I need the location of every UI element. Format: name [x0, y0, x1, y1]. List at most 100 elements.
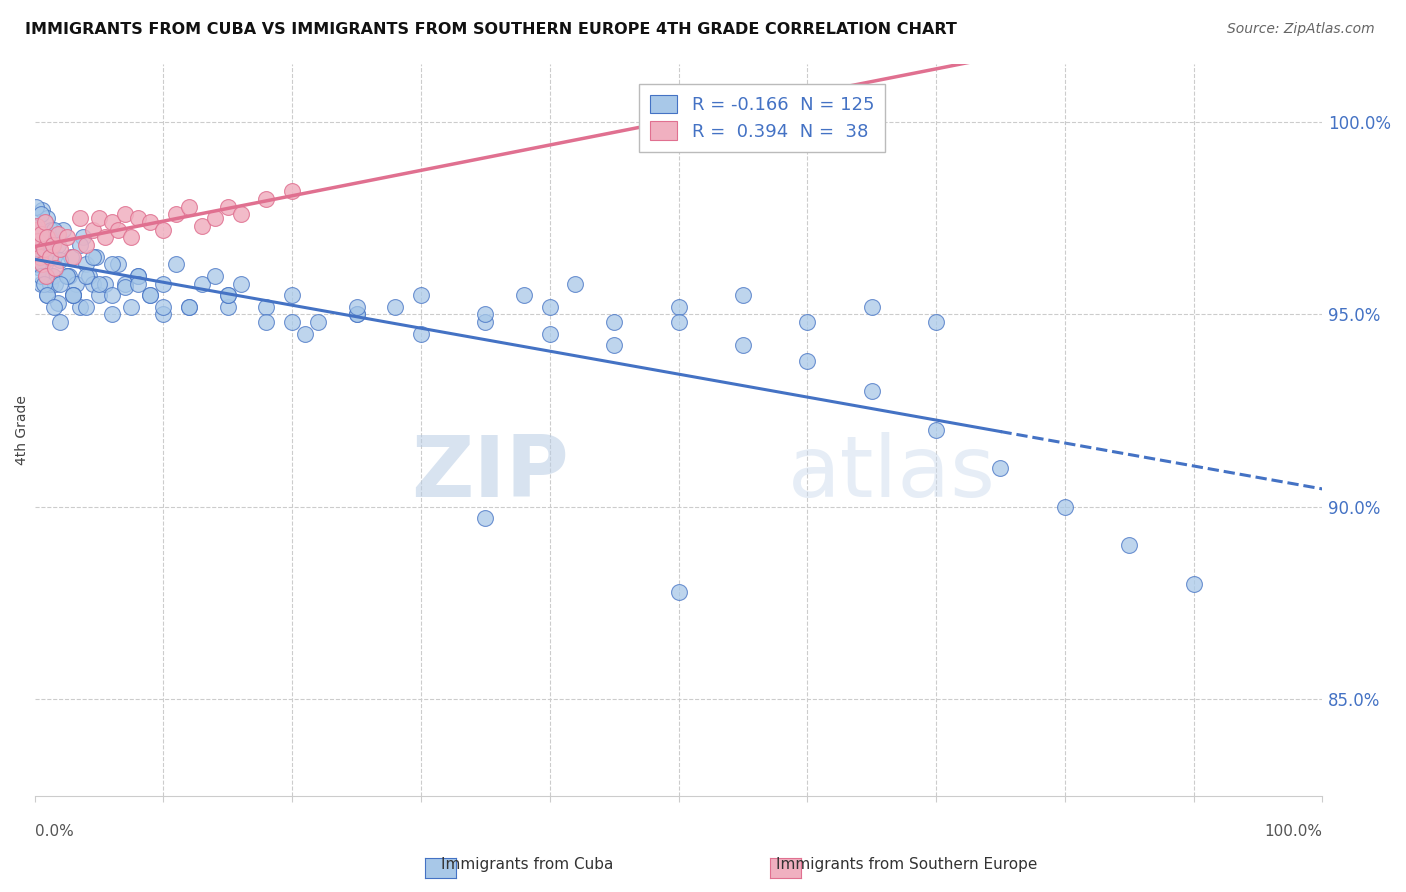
Point [27, 242, 49, 256]
Point [177, 300, 200, 314]
Point [538, 326, 561, 341]
Point [39, 250, 62, 264]
Point [346, 300, 368, 314]
Point [72, 230, 94, 244]
Point [35, 268, 58, 283]
Point [24, 222, 46, 236]
Point [82, 222, 104, 236]
Point [165, 207, 187, 221]
Point [34, 215, 56, 229]
Point [87, 211, 110, 226]
Point [281, 315, 304, 329]
Point [24, 200, 46, 214]
Point [281, 184, 304, 198]
Point [27, 250, 49, 264]
Point [217, 300, 239, 314]
Point [75, 238, 97, 252]
Point [254, 192, 277, 206]
Point [27, 257, 49, 271]
Point [384, 300, 406, 314]
Point [94, 230, 117, 244]
Point [101, 307, 124, 321]
Point [37, 230, 59, 244]
Point [30, 268, 52, 283]
Point [346, 307, 368, 321]
Point [107, 257, 129, 271]
Point [30, 277, 52, 291]
Point [603, 315, 626, 329]
Point [62, 288, 84, 302]
Point [62, 250, 84, 264]
Point [1182, 577, 1205, 591]
Point [69, 238, 91, 252]
Point [152, 307, 174, 321]
Point [127, 268, 149, 283]
Point [94, 277, 117, 291]
Point [731, 338, 754, 352]
Point [127, 268, 149, 283]
Point [87, 277, 110, 291]
Point [307, 315, 329, 329]
Point [65, 277, 87, 291]
Point [86, 250, 108, 264]
Point [27, 234, 49, 248]
Point [25, 227, 48, 241]
Point [152, 277, 174, 291]
Point [603, 338, 626, 352]
Point [114, 207, 136, 221]
Point [101, 257, 124, 271]
Point [668, 300, 690, 314]
Point [82, 250, 104, 264]
Point [31, 203, 53, 218]
Y-axis label: 4th Grade: 4th Grade [15, 395, 30, 465]
Point [474, 511, 496, 525]
Point [217, 288, 239, 302]
Point [24, 222, 46, 236]
Point [229, 277, 252, 291]
Point [127, 277, 149, 291]
Point [42, 222, 65, 236]
Point [254, 315, 277, 329]
Point [114, 277, 136, 291]
Point [409, 326, 432, 341]
Point [152, 222, 174, 236]
Point [62, 288, 84, 302]
Point [28, 227, 51, 241]
Point [564, 277, 586, 291]
Point [731, 288, 754, 302]
Point [165, 257, 187, 271]
Point [55, 268, 77, 283]
Point [28, 250, 51, 264]
Point [42, 300, 65, 314]
Point [30, 227, 52, 241]
Point [34, 215, 56, 229]
Point [513, 288, 536, 302]
Point [55, 268, 77, 283]
Point [30, 207, 52, 221]
Point [75, 257, 97, 271]
Point [139, 288, 162, 302]
Point [44, 261, 66, 276]
Point [31, 234, 53, 248]
Point [44, 277, 66, 291]
Point [77, 268, 100, 283]
Text: atlas: atlas [787, 433, 995, 516]
Point [25, 219, 48, 233]
Point [409, 288, 432, 302]
Point [114, 280, 136, 294]
Point [191, 277, 214, 291]
Text: Source: ZipAtlas.com: Source: ZipAtlas.com [1227, 22, 1375, 37]
Point [254, 300, 277, 314]
Point [101, 215, 124, 229]
Point [39, 222, 62, 236]
Point [25, 238, 48, 252]
Point [34, 253, 56, 268]
Point [152, 300, 174, 314]
Point [41, 238, 63, 252]
Point [925, 315, 948, 329]
Point [52, 222, 75, 236]
Point [35, 268, 58, 283]
Point [49, 242, 72, 256]
Point [46, 238, 69, 252]
Point [990, 461, 1012, 475]
